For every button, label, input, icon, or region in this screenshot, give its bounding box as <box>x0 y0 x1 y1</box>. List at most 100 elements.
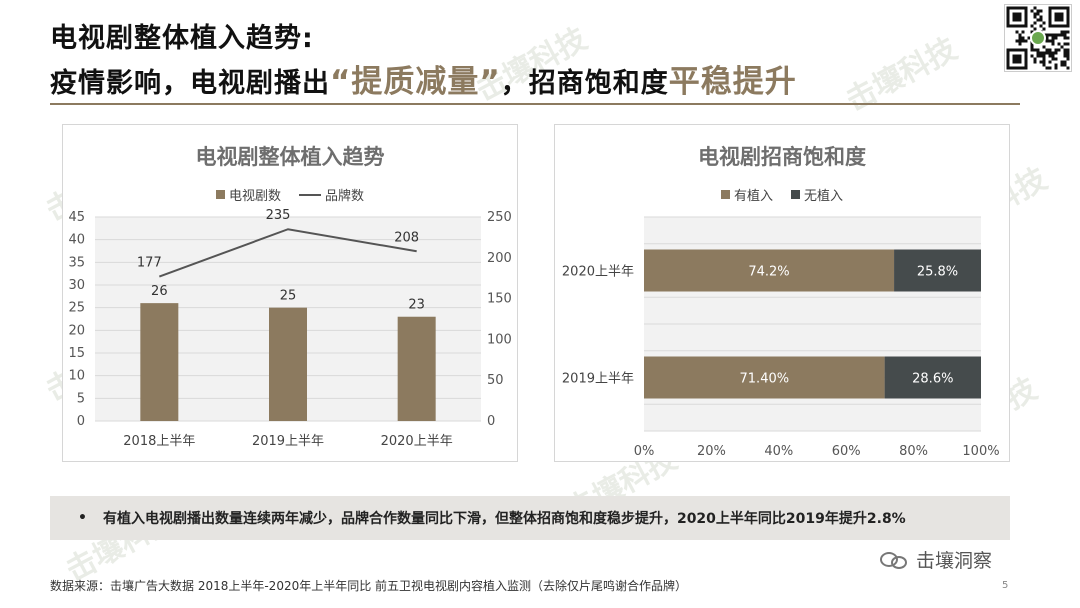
qr-module <box>1045 33 1049 37</box>
qr-module <box>1036 51 1040 55</box>
page-subtitle: 疫情影响，电视剧播出“提质减量”，招商饱和度平稳提升 <box>50 56 797 101</box>
page-number: 5 <box>1002 580 1009 591</box>
qr-module <box>1033 15 1037 19</box>
qr-module <box>1033 60 1037 64</box>
bar-data-label: 28.6% <box>912 372 953 387</box>
qr-module <box>1036 48 1040 52</box>
qr-module <box>1066 51 1070 55</box>
chart-legend: 有植入 无植入 <box>555 185 1009 204</box>
legend-item-has: 有植入 <box>720 185 773 204</box>
qr-module <box>1060 33 1064 37</box>
chart-title: 电视剧整体植入趋势 <box>195 145 385 169</box>
bar-segment <box>884 356 981 399</box>
qr-module <box>1054 51 1058 55</box>
x-tick-label: 2019上半年 <box>252 434 324 449</box>
qr-module <box>1030 48 1034 52</box>
qr-module <box>1030 9 1034 13</box>
qr-module <box>1033 48 1037 52</box>
qr-module <box>1048 33 1052 37</box>
qr-module <box>1039 54 1043 58</box>
qr-module <box>1039 60 1043 64</box>
qr-module <box>1051 42 1055 46</box>
y-tick-label: 35 <box>68 255 85 270</box>
qr-module <box>1063 36 1067 40</box>
y2-tick-label: 0 <box>487 414 495 429</box>
qr-module <box>1045 36 1049 40</box>
line-data-label: 208 <box>394 230 419 245</box>
qr-module <box>1066 54 1070 58</box>
bar-data-label: 23 <box>408 298 425 313</box>
line-data-label: 235 <box>266 208 291 223</box>
qr-module <box>1051 51 1055 55</box>
qr-module <box>1048 54 1052 58</box>
summary-bullet: • <box>78 510 87 526</box>
x-tick-label: 40% <box>764 444 793 459</box>
qr-module <box>1039 18 1043 22</box>
y-tick-label: 30 <box>68 278 85 293</box>
y2-tick-label: 250 <box>487 210 512 225</box>
qr-module <box>1060 60 1064 64</box>
legend-label: 电视剧数 <box>228 189 281 204</box>
qr-module <box>1054 63 1058 67</box>
qr-module <box>1021 39 1025 43</box>
qr-module <box>1066 66 1070 70</box>
qr-module <box>1060 30 1064 34</box>
chart-legend: 电视剧数 品牌数 <box>63 185 517 204</box>
bar <box>140 303 179 421</box>
qr-module <box>1051 57 1055 61</box>
qr-module <box>1042 27 1046 31</box>
qr-module <box>1063 42 1067 46</box>
bar-segment <box>644 356 885 399</box>
x-tick-label: 0% <box>634 444 655 459</box>
qr-module <box>1048 48 1052 52</box>
chart-panel-trend: 电视剧整体植入趋势 电视剧数 品牌数 0 5 10 15 20 25 30 35 40 45 0 50… <box>62 124 518 462</box>
qr-module <box>1036 18 1040 22</box>
legend-item-line: 品牌数 <box>299 185 364 204</box>
summary-text: 有植入电视剧播出数量连续两年减少，品牌合作数量同比下滑，但整体招商饱和度稳步提升… <box>102 511 906 527</box>
brand-mark: 击壤洞察 <box>880 546 992 573</box>
qr-module <box>1033 21 1037 25</box>
qr-module <box>1042 63 1046 67</box>
qr-module <box>1021 36 1025 40</box>
qr-module <box>1042 60 1046 64</box>
summary-box: • 有植入电视剧播出数量连续两年减少，品牌合作数量同比下滑，但整体招商饱和度稳步… <box>50 496 1010 540</box>
legend-label: 有植入 <box>733 189 773 204</box>
subtitle-highlight-1: “提质减量” <box>330 64 501 100</box>
qr-module <box>1057 33 1061 37</box>
qr-finder <box>1012 12 1022 22</box>
legend-item-none: 无植入 <box>791 185 843 204</box>
qr-module <box>1063 48 1067 52</box>
x-tick-label: 60% <box>832 444 861 459</box>
chart-panel-saturation: 电视剧招商饱和度 有植入 无植入 0% 20% 40% 60% 80% 100% 2020上… <box>554 124 1010 462</box>
wechat-icon <box>880 550 910 570</box>
qr-module <box>1066 48 1070 52</box>
qr-module <box>1018 36 1022 40</box>
qr-module <box>1015 30 1019 34</box>
legend-label: 无植入 <box>804 189 844 204</box>
qr-module <box>1018 39 1022 43</box>
bar-data-label: 25.8% <box>917 265 958 280</box>
qr-module <box>1045 48 1049 52</box>
y-tick-label: 40 <box>68 233 85 248</box>
qr-module <box>1063 51 1067 55</box>
qr-module <box>1018 33 1022 37</box>
y2-tick-label: 50 <box>487 373 504 388</box>
y2-tick-label: 150 <box>487 292 512 307</box>
qr-finder <box>1012 54 1022 64</box>
qr-module <box>1021 30 1025 34</box>
brand-name: 击壤洞察 <box>916 550 993 572</box>
qr-module <box>1048 60 1052 64</box>
qr-module <box>1039 51 1043 55</box>
x-tick-label: 20% <box>697 444 726 459</box>
bar-segment <box>644 249 895 292</box>
qr-module <box>1036 54 1040 58</box>
x-tick-label: 2020上半年 <box>381 434 453 449</box>
qr-module <box>1063 33 1067 37</box>
x-tick-label: 80% <box>899 444 928 459</box>
qr-module <box>1042 21 1046 25</box>
qr-module <box>1036 12 1040 16</box>
legend-item-bar: 电视剧数 <box>215 185 281 204</box>
qr-module <box>1051 39 1055 43</box>
y-tick-label: 45 <box>68 210 85 225</box>
qr-module <box>1039 9 1043 13</box>
